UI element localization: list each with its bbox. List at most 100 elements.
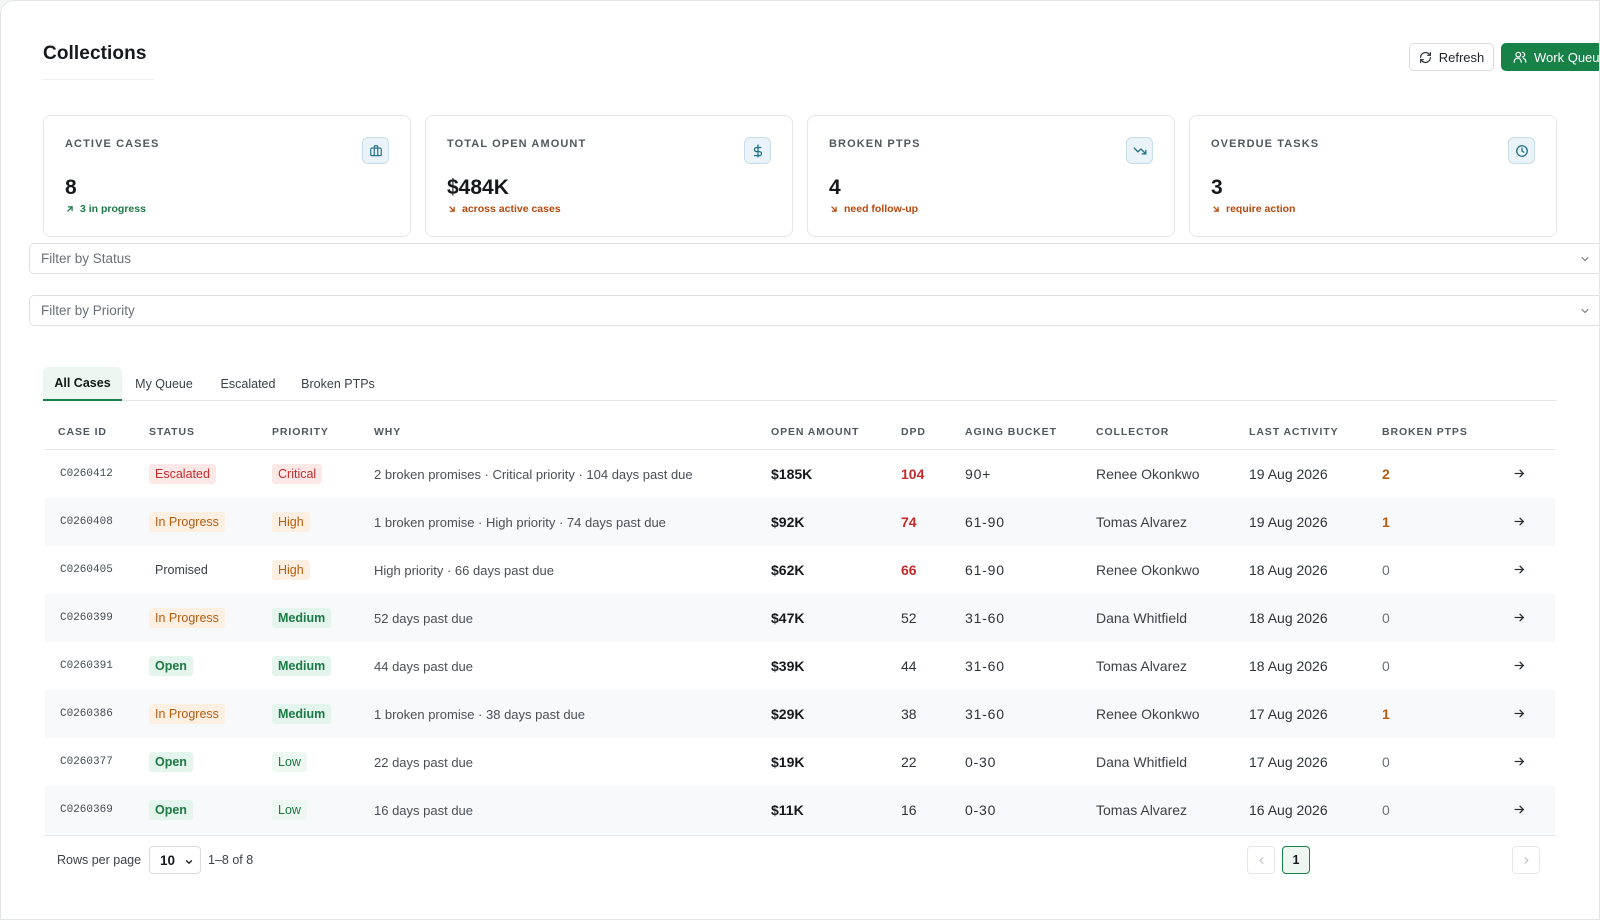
stat-label: OVERDUE TASKS (1211, 138, 1320, 150)
status-badge: Promised (155, 563, 208, 577)
case-id: C0260377 (60, 756, 113, 768)
tab-all-cases[interactable]: All Cases (43, 367, 122, 401)
column-header[interactable]: BROKEN PTPS (1382, 426, 1468, 438)
arrow-right-icon[interactable] (1513, 611, 1526, 624)
status-badge: Escalated (149, 464, 216, 484)
aging-bucket: 90+ (965, 466, 992, 482)
trending-down-icon (1126, 137, 1153, 164)
case-id: C0260408 (60, 516, 113, 528)
priority-filter-select[interactable]: Filter by Priority (29, 295, 1599, 326)
rows-per-page-label: Rows per page (57, 853, 142, 867)
previous-page-button[interactable] (1247, 846, 1275, 874)
arrow-right-icon[interactable] (1513, 515, 1526, 528)
rows-per-page-select[interactable]: 10 (149, 846, 201, 874)
priority-badge: Low (272, 752, 307, 772)
dpd-value: 38 (901, 706, 917, 722)
stat-label: TOTAL OPEN AMOUNT (447, 138, 587, 150)
arrow-right-icon[interactable] (1513, 659, 1526, 672)
work-queue-button[interactable]: Work Queue (1501, 43, 1600, 71)
users-icon (1513, 51, 1527, 63)
column-header[interactable]: STATUS (149, 426, 195, 438)
table-row[interactable]: C0260391 Open Medium 44 days past due $3… (45, 642, 1555, 690)
column-header[interactable]: DPD (901, 426, 926, 438)
column-header[interactable]: PRIORITY (272, 426, 329, 438)
stat-subtext: 3 in progress (65, 203, 146, 215)
arrow-down-right-icon (831, 206, 837, 212)
column-header[interactable]: AGING BUCKET (965, 426, 1057, 438)
tab-broken-ptps[interactable]: Broken PTPs (301, 377, 375, 391)
stat-value: 4 (829, 176, 841, 199)
aging-bucket: 0-30 (965, 802, 997, 818)
broken-ptps-count: 1 (1382, 706, 1390, 722)
collector-name: Dana Whitfield (1096, 754, 1188, 770)
aging-bucket: 31-60 (965, 706, 1005, 722)
stats-cards: ACTIVE CASES 8 3 in progress TOTAL OPEN … (43, 115, 1557, 237)
status-filter-select[interactable]: Filter by Status (29, 243, 1599, 274)
rows-per-page-value: 10 (160, 852, 176, 868)
why-text: High priority · 66 days past due (374, 562, 554, 578)
arrow-right-icon[interactable] (1513, 755, 1526, 768)
dpd-value: 66 (901, 562, 917, 578)
status-badge: In Progress (149, 704, 225, 724)
column-header[interactable]: OPEN AMOUNT (771, 426, 860, 438)
status-badge: Open (149, 656, 193, 676)
priority-badge: High (272, 512, 310, 532)
priority-badge: Medium (272, 656, 332, 676)
last-activity: 16 Aug 2026 (1249, 802, 1328, 818)
arrow-right-icon[interactable] (1513, 563, 1526, 576)
stat-subtext-label: 3 in progress (80, 203, 146, 215)
page-button-current[interactable]: 1 (1282, 846, 1310, 874)
table-row[interactable]: C0260408 In Progress High 1 broken promi… (45, 498, 1555, 546)
arrow-down-right-icon (449, 206, 455, 212)
open-amount: $47K (771, 610, 805, 626)
column-header[interactable]: CASE ID (58, 426, 107, 438)
table-row[interactable]: C0260412 Escalated Critical 2 broken pro… (45, 450, 1555, 498)
work-queue-label: Work Queue (1534, 49, 1600, 65)
table-row[interactable]: C0260399 In Progress Medium 52 days past… (45, 594, 1555, 642)
priority-badge: Medium (272, 608, 332, 628)
priority-badge: Low (272, 800, 307, 820)
arrow-right-icon[interactable] (1513, 467, 1526, 480)
chevron-down-icon (185, 860, 193, 865)
priority-filter-placeholder: Filter by Priority (41, 303, 135, 318)
broken-ptps-count: 0 (1382, 802, 1390, 818)
table-row[interactable]: C0260405 Promised High High priority · 6… (45, 546, 1555, 594)
tab-my-queue[interactable]: My Queue (135, 377, 193, 391)
table-row[interactable]: C0260377 Open Low 22 days past due $19K … (45, 738, 1555, 786)
stat-card-active-cases: ACTIVE CASES 8 3 in progress (43, 115, 411, 237)
collector-name: Renee Okonkwo (1096, 466, 1200, 482)
priority-badge: Medium (272, 704, 332, 724)
why-text: 44 days past due (374, 658, 474, 674)
collector-name: Dana Whitfield (1096, 610, 1188, 626)
stat-subtext-label: need follow-up (844, 203, 919, 215)
why-text: 16 days past due (374, 802, 474, 818)
aging-bucket: 0-30 (965, 754, 997, 770)
column-header[interactable]: COLLECTOR (1096, 426, 1170, 438)
arrow-up-right-icon (67, 206, 73, 212)
priority-badge: Critical (272, 464, 323, 484)
collector-name: Renee Okonkwo (1096, 706, 1200, 722)
open-amount: $185K (771, 466, 813, 482)
stat-value: 3 (1211, 176, 1223, 199)
arrow-right-icon[interactable] (1513, 803, 1526, 816)
stat-subtext-label: across active cases (462, 203, 561, 215)
column-header[interactable]: LAST ACTIVITY (1249, 426, 1339, 438)
briefcase-icon (362, 137, 389, 164)
table-row[interactable]: C0260386 In Progress Medium 1 broken pro… (45, 690, 1555, 738)
priority-badge: High (272, 560, 310, 580)
chevron-left-icon (1258, 856, 1263, 864)
collector-name: Tomas Alvarez (1096, 802, 1188, 818)
chevron-down-icon (1581, 257, 1589, 262)
stat-label: BROKEN PTPS (829, 138, 921, 150)
refresh-button[interactable]: Refresh (1409, 43, 1494, 71)
broken-ptps-count: 2 (1382, 466, 1390, 482)
next-page-button[interactable] (1512, 846, 1540, 874)
column-header[interactable]: WHY (374, 426, 402, 438)
tab-escalated[interactable]: Escalated (220, 377, 276, 391)
last-activity: 18 Aug 2026 (1249, 658, 1328, 674)
dpd-value: 104 (901, 466, 925, 482)
last-activity: 17 Aug 2026 (1249, 754, 1328, 770)
table-row[interactable]: C0260369 Open Low 16 days past due $11K … (45, 786, 1555, 834)
chevron-down-icon (1581, 309, 1589, 314)
arrow-right-icon[interactable] (1513, 707, 1526, 720)
